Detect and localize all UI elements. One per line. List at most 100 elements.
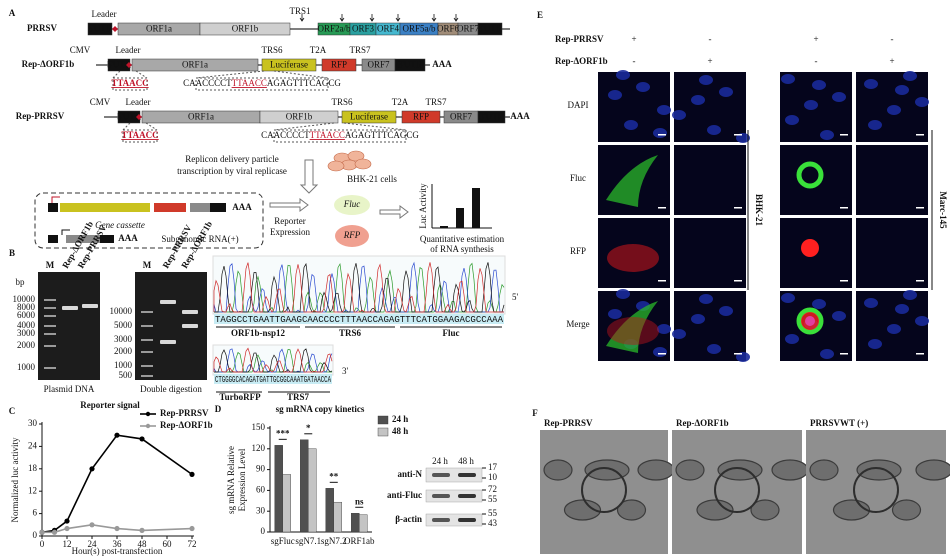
gene-segment [199, 22, 291, 36]
rfp-signal [801, 239, 819, 257]
condition-label: Rep-ΔORF1b [555, 56, 608, 66]
scale-bar [840, 134, 848, 136]
nucleus [887, 105, 901, 115]
lane-label: 24 h [432, 456, 448, 466]
callout [112, 70, 121, 79]
sign-label: - [891, 34, 894, 44]
segment-label: ORF5a/b [402, 24, 436, 34]
icon-bar [456, 208, 464, 228]
trs-label: TRS1 [289, 6, 310, 16]
x-tick-label: 24 [88, 539, 98, 549]
nucleus [864, 298, 878, 308]
segment-label: 3'UTR [398, 60, 422, 70]
cell-icon [347, 150, 365, 162]
significance-label: * [306, 423, 311, 433]
t2a-label: T2A [392, 97, 409, 107]
scale-bar [734, 353, 742, 355]
polya-label: AAA [510, 111, 530, 121]
motif-box [122, 129, 158, 143]
membrane [581, 467, 627, 513]
caption: Double digestion [140, 384, 202, 394]
scale-bar [916, 353, 924, 355]
cell-line-label: BHK-21 [754, 194, 764, 227]
organelle [637, 459, 675, 481]
fluc-signal [606, 155, 658, 207]
nucleus [608, 309, 622, 319]
scale-bar [916, 134, 924, 136]
leader-label: Leader [126, 97, 151, 107]
caption: of RNA synthesis [430, 244, 494, 254]
region-label: ORF1b-nsp12 [231, 328, 286, 338]
em-image [540, 430, 668, 554]
nucleus [657, 324, 671, 334]
cell-line-label: Marc-145 [938, 191, 948, 229]
channel-label: Merge [566, 319, 589, 329]
leader-marker [126, 62, 132, 68]
leader-label: Leader [92, 9, 117, 19]
marker-label: 6000 [17, 310, 36, 320]
callout [343, 122, 407, 131]
lane-label: M [143, 260, 152, 270]
callout [145, 122, 158, 131]
ladder-band [44, 345, 56, 347]
x-tick-label: 0 [40, 539, 45, 549]
micrograph [856, 145, 928, 215]
chromatogram-trace [213, 261, 504, 313]
nucleus [672, 110, 686, 120]
nucleus [719, 87, 733, 97]
trs-label: TRS7 [425, 97, 447, 107]
gene-segment [401, 110, 441, 124]
nucleus [699, 75, 713, 85]
gel-band [160, 340, 176, 344]
marker-label: 55 [488, 494, 498, 504]
significance-label: ns [355, 496, 364, 506]
nucleus [832, 92, 846, 102]
nucleus [903, 71, 917, 81]
blot-band [432, 473, 450, 477]
segment-label: 5'UTR [88, 24, 112, 34]
x-tick-label: 36 [113, 539, 123, 549]
chromatogram-trace [214, 262, 505, 313]
leader-marker [112, 26, 118, 32]
scale-bar [658, 353, 666, 355]
gel-band [82, 304, 98, 308]
data-point [89, 522, 95, 528]
leader-label: Leader [116, 45, 141, 55]
segment-label: RFP [413, 112, 429, 122]
y-tick-label: 90 [256, 464, 266, 474]
significance-label: ** [329, 471, 339, 481]
gene-segment [48, 235, 58, 243]
scale-bar [658, 280, 666, 282]
ladder-band [44, 299, 56, 301]
y-tick-label: 24 [28, 440, 38, 450]
ladder-band [141, 311, 153, 313]
bar [351, 513, 360, 533]
organelle [856, 459, 902, 481]
trs-arrow [395, 14, 401, 22]
gene-segment [154, 203, 186, 212]
micrograph [674, 145, 746, 215]
marker-label: 72 [488, 484, 497, 494]
data-point [64, 518, 70, 524]
trs-arrow [369, 14, 375, 22]
rfp-icon [335, 225, 369, 247]
legend-marker [145, 411, 151, 417]
segment-label: 5'UTR [107, 60, 131, 70]
gene-segment [321, 58, 357, 72]
segment-label: ORF4 [377, 24, 400, 34]
sequence-text: TAGGCCTGAATTGAAGCAACCCCTTTAACCAGAGTTTCAT… [215, 315, 504, 325]
marker-label: 1000 [17, 362, 36, 372]
organelle [584, 459, 630, 481]
gene-segment [394, 58, 426, 72]
data-point [139, 527, 145, 534]
ladder-band [141, 325, 153, 327]
ladder-band [141, 365, 153, 367]
caption: Subgenomic RNA(+) [161, 234, 238, 244]
nucleus [820, 130, 834, 140]
segment-label: ORF2a/b [317, 24, 351, 34]
callout [135, 70, 148, 79]
ladder-band [141, 375, 153, 377]
callout [122, 122, 131, 131]
panel-letter: A [9, 8, 16, 18]
